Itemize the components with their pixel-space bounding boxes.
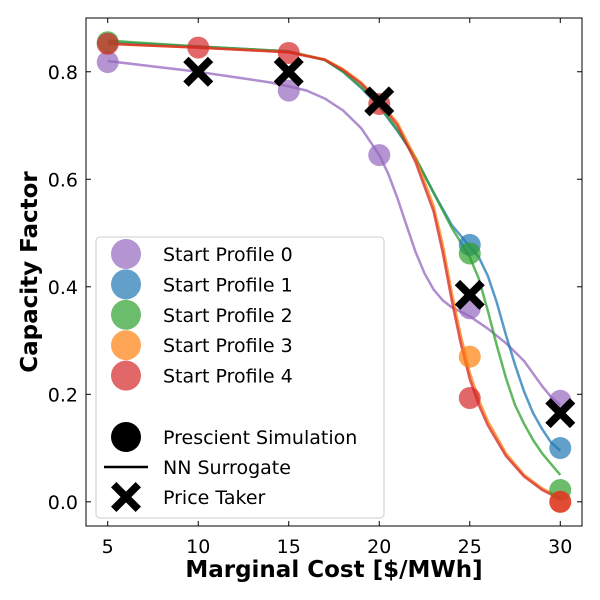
y-axis-ticks: 0.0 0.2 0.4 0.6 0.8	[48, 62, 582, 514]
legend-symbol-price-taker	[111, 482, 141, 512]
legend-label-start-profile-3: Start Profile 3	[163, 335, 293, 357]
nn-curve-start-profile-4	[107, 42, 561, 501]
y-tick-label: 0.6	[48, 169, 78, 191]
legend-swatch-start-profile-3	[111, 330, 141, 361]
price-taker-marker	[454, 279, 485, 310]
price-taker-marker	[545, 398, 576, 429]
x-tick-label: 30	[548, 536, 572, 558]
y-tick-label: 0.4	[48, 277, 78, 299]
y-axis-title: Capacity Factor	[17, 171, 43, 373]
plot-frame	[85, 17, 583, 527]
sim-point-start-profile-1	[549, 437, 572, 460]
x-tick-label: 15	[277, 536, 301, 558]
legend-label-nn-surrogate: NN Surrogate	[163, 457, 291, 479]
legend-symbol-prescient	[111, 422, 141, 452]
sim-point-start-profile-4	[458, 387, 481, 410]
x-tick-label: 5	[102, 536, 114, 558]
price-taker-markers	[183, 56, 576, 429]
y-tick-label: 0.8	[48, 62, 78, 84]
sim-point-start-profile-0	[368, 144, 391, 167]
x-tick-label: 20	[367, 536, 391, 558]
price-taker-marker	[273, 56, 304, 87]
legend-swatch-start-profile-4	[111, 360, 141, 391]
sim-point-start-profile-3	[458, 345, 481, 368]
price-taker-marker	[183, 56, 214, 87]
legend-swatch-start-profile-0	[111, 239, 141, 269]
y-tick-label: 0.2	[48, 384, 78, 406]
legend-swatch-start-profile-1	[111, 269, 141, 300]
legend-label-prescient-simulation: Prescient Simulation	[163, 427, 357, 449]
sim-point-start-profile-0	[277, 79, 300, 102]
legend-label-price-taker: Price Taker	[163, 487, 266, 509]
y-tick-label: 0.0	[48, 492, 78, 514]
legend-label-start-profile-4: Start Profile 4	[163, 366, 293, 388]
sim-point-start-profile-0	[96, 51, 119, 74]
sim-point-start-profile-2	[458, 242, 481, 265]
sim-point-start-profile-4	[277, 41, 300, 64]
sim-point-start-profile-4	[187, 36, 210, 59]
legend: Start Profile 0 Start Profile 1 Start Prof…	[95, 236, 385, 519]
sim-point-start-profile-4	[96, 32, 119, 55]
prescient-simulation-points	[96, 31, 572, 513]
sim-point-start-profile-4	[549, 490, 572, 513]
x-axis-title: Marginal Cost [$/MWh]	[185, 557, 482, 583]
price-taker-marker	[364, 86, 395, 117]
x-axis-ticks: 5 10 15 20 25 30	[102, 18, 572, 558]
legend-label-start-profile-1: Start Profile 1	[163, 274, 293, 296]
legend-label-start-profile-2: Start Profile 2	[163, 305, 293, 327]
x-tick-label: 10	[186, 536, 210, 558]
nn-curve-start-profile-0	[107, 59, 562, 406]
x-tick-label: 25	[458, 536, 482, 558]
legend-label-start-profile-0: Start Profile 0	[163, 244, 293, 266]
legend-frame	[95, 236, 385, 519]
legend-swatch-start-profile-2	[111, 299, 141, 330]
